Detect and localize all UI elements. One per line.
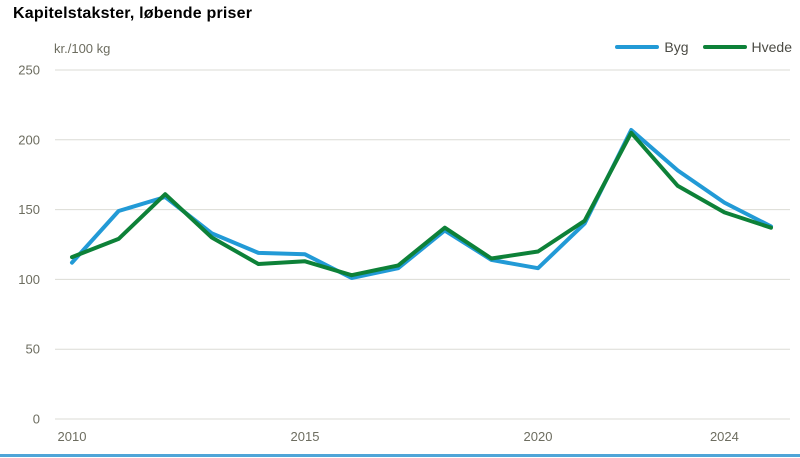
hvede-line-swatch <box>702 45 747 49</box>
y-axis-tick-label: 250 <box>18 63 40 78</box>
x-axis-tick-label: 2010 <box>58 429 87 444</box>
legend-label-hvede: Hvede <box>751 39 792 55</box>
legend-label-byg: Byg <box>664 39 689 55</box>
legend-item-byg: Byg <box>615 39 689 55</box>
x-axis-tick-label: 2020 <box>524 429 553 444</box>
y-axis-tick-label: 200 <box>18 132 40 147</box>
byg-line-swatch <box>615 45 660 49</box>
y-axis-tick-label: 100 <box>18 272 40 287</box>
legend: Byg Hvede <box>615 39 792 55</box>
y-axis-tick-label: 0 <box>33 412 40 427</box>
x-axis-tick-label: 2024 <box>710 429 739 444</box>
bottom-accent-border <box>0 454 800 457</box>
chart-title: Kapitelstakster, løbende priser <box>13 5 253 22</box>
y-axis-tick-label: 50 <box>26 342 40 357</box>
hvede-line <box>70 130 773 278</box>
x-axis-tick-label: 2015 <box>291 429 320 444</box>
y-axis-tick-label: 150 <box>18 202 40 217</box>
y-axis-unit-label: kr./100 kg <box>54 41 111 56</box>
legend-item-hvede: Hvede <box>702 39 792 55</box>
